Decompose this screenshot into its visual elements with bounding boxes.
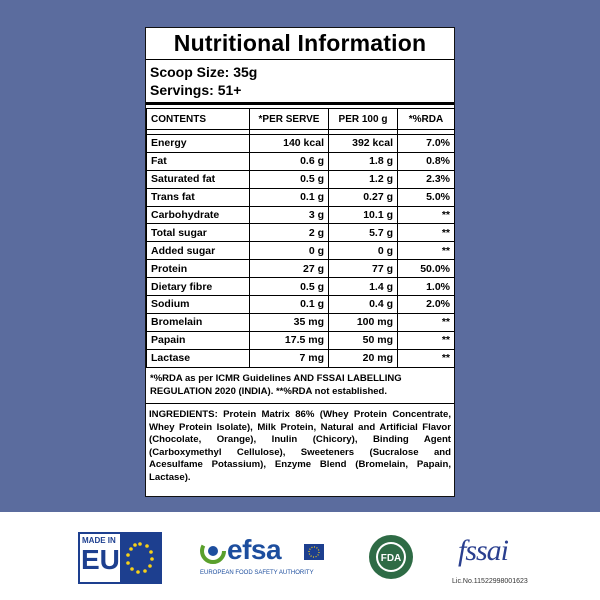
nutrient-value: 0 g — [328, 241, 398, 261]
ingredients: INGREDIENTS: Protein Matrix 86% (Whey Pr… — [149, 409, 451, 483]
nutrient-row: Carbohydrate 3 g 10.1 g ** — [146, 205, 455, 225]
logo-text: EUROPEAN FOOD SAFETY AUTHORITY — [200, 570, 314, 576]
nutrient-name: Sodium — [146, 295, 250, 314]
nutrient-value: 17.5 mg — [249, 330, 329, 350]
nutrient-value: 50.0% — [397, 259, 455, 279]
column-header: *%RDA — [397, 108, 455, 130]
nutrient-value: 0.8% — [397, 151, 455, 171]
nutrient-name: Fat — [146, 151, 250, 171]
nutrient-value: 20 mg — [328, 348, 398, 368]
nutrient-name: Dietary fibre — [146, 277, 250, 297]
nutrient-row: Saturated fat 0.5 g 1.2 g 2.3% — [146, 169, 455, 189]
nutrient-name: Total sugar — [146, 223, 250, 243]
nutrient-value: 0.5 g — [249, 277, 329, 297]
nutrient-value: 1.8 g — [328, 151, 398, 171]
nutrient-value: 77 g — [328, 259, 398, 279]
nutrition-table: CONTENTS *PER SERVE PER 100 g *%RDA Energy 14… — [146, 108, 455, 368]
nutrient-value: 140 kcal — [249, 134, 329, 153]
nutrient-value: 50 mg — [328, 330, 398, 350]
nutrient-value: 7 mg — [249, 348, 329, 368]
nutrient-value: ** — [397, 312, 455, 332]
nutrient-value: 5.7 g — [328, 223, 398, 243]
fssai-logo: fssai Lic.No.11522998001623 — [452, 534, 544, 588]
nutrient-value: 0.6 g — [249, 151, 329, 171]
nutrient-value: 0.27 g — [328, 187, 398, 207]
logo-text: fssai — [458, 534, 509, 567]
nutrient-row: Energy 140 kcal 392 kcal 7.0% — [146, 134, 455, 153]
scoop-size: Scoop Size: 35g — [150, 64, 258, 80]
nutrient-value: 2.0% — [397, 295, 455, 314]
nutrient-value: 100 mg — [328, 312, 398, 332]
spacer-cell — [397, 129, 455, 135]
made-in-eu-logo: MADE IN EU — [78, 532, 162, 584]
nutrient-value: 0.1 g — [249, 295, 329, 314]
column-header: *PER SERVE — [249, 108, 329, 130]
nutrient-value: ** — [397, 223, 455, 243]
nutrient-value: 35 mg — [249, 312, 329, 332]
nutrient-row: Sodium 0.1 g 0.4 g 2.0% — [146, 295, 455, 314]
logo-text: efsa — [227, 534, 282, 565]
nutrient-value: 2 g — [249, 223, 329, 243]
nutrient-value: 3 g — [249, 205, 329, 225]
nutrient-value: ** — [397, 330, 455, 350]
title: Nutritional Information — [173, 30, 427, 56]
nutrient-name: Energy — [146, 134, 250, 153]
nutrient-value: 0.1 g — [249, 187, 329, 207]
column-header: PER 100 g — [328, 108, 398, 130]
nutrient-row: Lactase 7 mg 20 mg ** — [146, 348, 455, 368]
nutrient-value: 1.4 g — [328, 277, 398, 297]
nutrient-value: 0.4 g — [328, 295, 398, 314]
nutrient-row: Total sugar 2 g 5.7 g ** — [146, 223, 455, 243]
divider — [146, 102, 454, 105]
nutrient-name: Trans fat — [146, 187, 250, 207]
column-header: CONTENTS — [146, 108, 250, 130]
divider — [146, 59, 454, 60]
nutrient-row: Dietary fibre 0.5 g 1.4 g 1.0% — [146, 277, 455, 297]
logo-text: Lic.No.11522998001623 — [452, 578, 528, 585]
nutrient-value: ** — [397, 241, 455, 261]
nutrient-value: 5.0% — [397, 187, 455, 207]
nutrient-value: 0.5 g — [249, 169, 329, 189]
nutrient-name: Carbohydrate — [146, 205, 250, 225]
logo-text: EU — [81, 544, 120, 575]
footnote: *%RDA as per ICMR Guidelines AND FSSAI L… — [150, 373, 402, 397]
nutrition-label: Nutritional Information Scoop Size: 35g … — [145, 27, 455, 497]
logo-text: MADE IN — [82, 536, 116, 545]
nutrient-value: 392 kcal — [328, 134, 398, 153]
nutrient-value: 10.1 g — [328, 205, 398, 225]
nutrient-name: Bromelain — [146, 312, 250, 332]
efsa-icon — [200, 538, 226, 564]
nutrient-name: Lactase — [146, 348, 250, 368]
logo-text: FDA — [381, 553, 402, 564]
nutrient-value: ** — [397, 205, 455, 225]
nutrient-value: 27 g — [249, 259, 329, 279]
nutrient-row: Protein 27 g 77 g 50.0% — [146, 259, 455, 279]
efsa-logo: efsa EUROPEAN FOOD SAFETY AUTHORITY — [200, 534, 328, 582]
nutrient-value: 7.0% — [397, 134, 455, 153]
spacer-row — [146, 129, 455, 135]
divider — [146, 403, 454, 404]
eu-flag — [120, 534, 160, 582]
nutrient-value: 1.2 g — [328, 169, 398, 189]
nutrient-name: Saturated fat — [146, 169, 250, 189]
servings: Servings: 51+ — [150, 82, 242, 98]
header-row: CONTENTS *PER SERVE PER 100 g *%RDA — [146, 108, 455, 130]
nutrient-row: Bromelain 35 mg 100 mg ** — [146, 312, 455, 332]
nutrient-value: 0 g — [249, 241, 329, 261]
nutrient-value: ** — [397, 348, 455, 368]
nutrient-name: Protein — [146, 259, 250, 279]
eu-flag — [304, 544, 324, 560]
fda-logo: FDA — [369, 535, 413, 579]
nutrient-row: Papain 17.5 mg 50 mg ** — [146, 330, 455, 350]
nutrient-value: 1.0% — [397, 277, 455, 297]
nutrient-value: 2.3% — [397, 169, 455, 189]
nutrient-name: Papain — [146, 330, 250, 350]
nutrient-name: Added sugar — [146, 241, 250, 261]
nutrient-row: Trans fat 0.1 g 0.27 g 5.0% — [146, 187, 455, 207]
nutrient-row: Fat 0.6 g 1.8 g 0.8% — [146, 151, 455, 171]
